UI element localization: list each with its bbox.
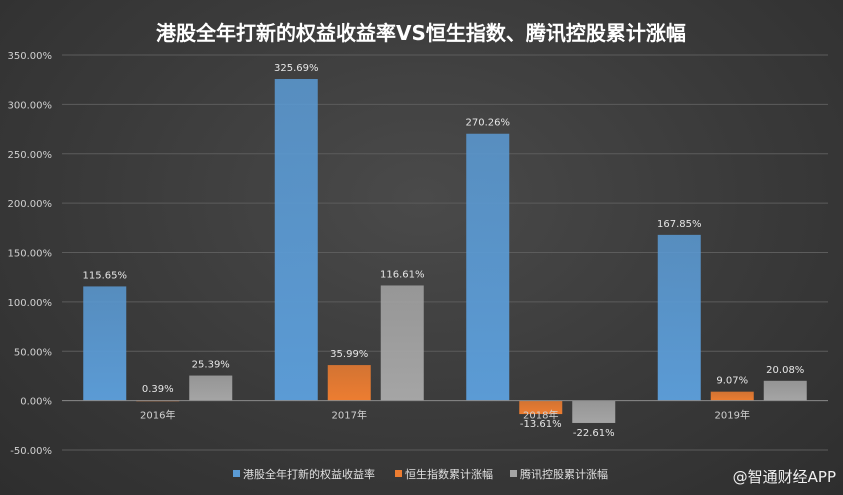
y-tick-label: 350.00%: [8, 51, 53, 62]
chart-title: 港股全年打新的权益收益率VS恒生指数、腾讯控股累计涨幅: [156, 21, 686, 45]
x-tick-label: 2019年: [715, 409, 750, 422]
bar-2018年-腾讯控股累计涨幅: [572, 400, 616, 423]
y-tick-label: 300.00%: [8, 100, 53, 111]
data-label: 25.39%: [192, 360, 230, 371]
data-label: 116.61%: [380, 269, 425, 280]
y-tick-label: 250.00%: [8, 150, 53, 161]
bar-2019年-腾讯控股累计涨幅: [763, 380, 807, 401]
legend-label: 港股全年打新的权益收益率: [243, 467, 375, 481]
y-tick-label: 50.00%: [14, 347, 52, 358]
data-label: 20.08%: [766, 365, 804, 376]
bar-2017年-港股全年打新的权益收益率: [274, 79, 318, 401]
data-label: -22.61%: [573, 428, 615, 439]
x-tick-label: 2016年: [140, 409, 175, 422]
y-tick-label: 100.00%: [8, 298, 53, 309]
bar-2019年-港股全年打新的权益收益率: [657, 234, 701, 401]
data-label: 35.99%: [330, 349, 368, 360]
x-tick-label: 2017年: [332, 409, 367, 422]
data-label: 9.07%: [716, 376, 748, 387]
y-tick-label: -50.00%: [10, 446, 52, 457]
y-tick-label: 200.00%: [8, 199, 53, 210]
legend-swatch: [395, 470, 402, 477]
y-axis-ticks: -50.00% 0.00% 50.00% 100.00% 150.00% 200.00% 2…: [8, 51, 53, 457]
x-tick-label: 2018年: [523, 409, 558, 422]
y-tick-label: 150.00%: [8, 249, 53, 260]
data-label: 270.26%: [466, 118, 511, 129]
data-label: 325.69%: [274, 63, 319, 74]
legend-label: 腾讯控股累计涨幅: [520, 467, 608, 481]
legend-swatch: [510, 470, 517, 477]
bars: 115.65% 0.39% 25.39% 325.69% 35.99% 116.61% 27…: [62, 63, 828, 439]
data-label: 115.65%: [83, 270, 128, 281]
bar-2017年-腾讯控股累计涨幅: [380, 285, 424, 401]
watermark: @智通财经APP: [733, 468, 836, 486]
legend: 港股全年打新的权益收益率 恒生指数累计涨幅 腾讯控股累计涨幅: [233, 467, 608, 481]
legend-swatch: [233, 470, 240, 477]
gridlines: [62, 54, 828, 451]
data-label: 0.39%: [142, 384, 174, 395]
bar-2017年-恒生指数累计涨幅: [327, 365, 371, 401]
bar-2018年-恒生指数累计涨幅: [519, 400, 563, 415]
bar-2016年-港股全年打新的权益收益率: [83, 286, 127, 401]
bar-2019年-恒生指数累计涨幅: [710, 391, 754, 401]
bar-2018年-港股全年打新的权益收益率: [466, 133, 510, 401]
data-label: 167.85%: [657, 219, 702, 230]
x-axis-ticks: 2016年 2017年 2018年 2019年: [140, 409, 750, 422]
legend-label: 恒生指数累计涨幅: [405, 467, 493, 481]
data-label: -13.61%: [520, 419, 562, 430]
bar-2016年-腾讯控股累计涨幅: [189, 375, 233, 401]
y-tick-label: 0.00%: [20, 397, 52, 408]
